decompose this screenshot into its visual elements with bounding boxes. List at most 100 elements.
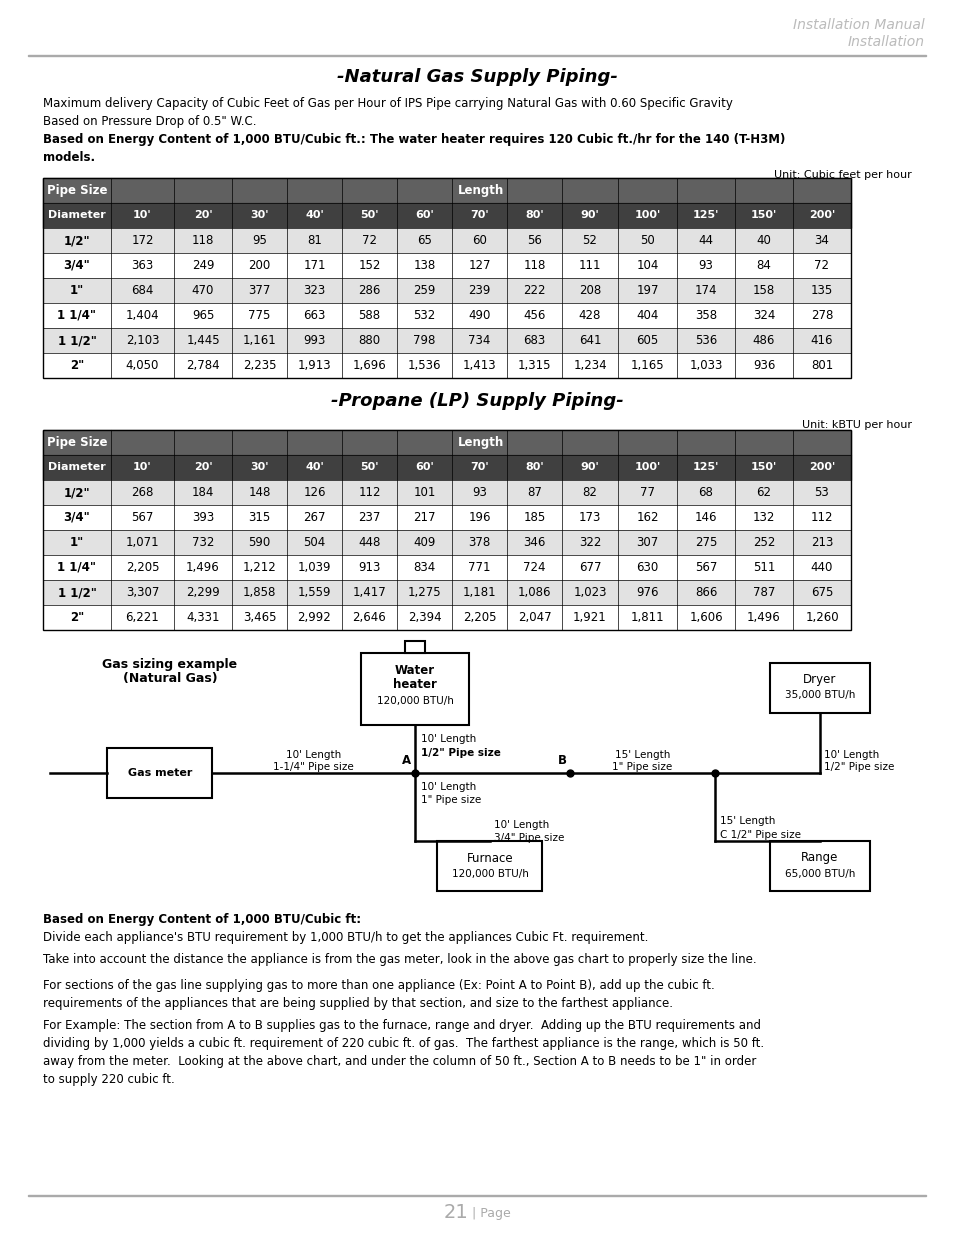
Bar <box>232 253 287 278</box>
Text: 404: 404 <box>636 309 658 322</box>
Bar <box>792 605 850 630</box>
Text: 3/4": 3/4" <box>64 511 91 524</box>
Text: 2,992: 2,992 <box>297 611 331 624</box>
Text: 1": 1" <box>70 536 84 550</box>
Text: 378: 378 <box>468 536 490 550</box>
Text: 237: 237 <box>358 511 380 524</box>
Text: 677: 677 <box>578 561 600 574</box>
Bar <box>287 580 341 605</box>
Bar <box>506 580 561 605</box>
Bar <box>506 605 561 630</box>
Text: 1" Pipe size: 1" Pipe size <box>612 762 672 772</box>
Bar <box>396 555 452 580</box>
Bar <box>396 303 452 329</box>
Text: 4,331: 4,331 <box>186 611 219 624</box>
Bar <box>561 555 618 580</box>
Bar <box>734 505 792 530</box>
Bar <box>792 253 850 278</box>
Bar <box>341 353 396 378</box>
Bar <box>173 278 232 303</box>
Bar <box>173 353 232 378</box>
Text: 146: 146 <box>694 511 717 524</box>
Bar <box>677 555 734 580</box>
Bar <box>173 505 232 530</box>
Bar <box>618 454 677 480</box>
Text: 10' Length: 10' Length <box>823 750 879 760</box>
Text: 1,404: 1,404 <box>126 309 159 322</box>
Bar <box>452 278 506 303</box>
Bar <box>396 353 452 378</box>
Text: 174: 174 <box>694 284 717 296</box>
Text: 456: 456 <box>523 309 545 322</box>
Text: 1,260: 1,260 <box>804 611 838 624</box>
Text: Gas sizing example: Gas sizing example <box>102 658 237 671</box>
Bar <box>734 253 792 278</box>
Bar <box>232 530 287 555</box>
Text: 2,299: 2,299 <box>186 585 219 599</box>
Bar <box>173 530 232 555</box>
Bar <box>734 203 792 228</box>
Bar <box>769 663 869 713</box>
Bar <box>287 203 341 228</box>
Bar <box>452 605 506 630</box>
Text: 1/2": 1/2" <box>64 487 91 499</box>
Bar <box>232 303 287 329</box>
Bar <box>734 480 792 505</box>
Text: 775: 775 <box>248 309 271 322</box>
Text: 3/4": 3/4" <box>64 259 91 272</box>
Bar <box>232 480 287 505</box>
Bar <box>792 353 850 378</box>
Bar <box>452 555 506 580</box>
Bar <box>452 228 506 253</box>
Text: Length: Length <box>457 436 503 450</box>
Bar <box>561 303 618 329</box>
Text: 1 1/4": 1 1/4" <box>57 561 96 574</box>
Bar <box>111 303 173 329</box>
Bar <box>43 605 111 630</box>
Text: 684: 684 <box>132 284 153 296</box>
Bar <box>506 454 561 480</box>
Bar <box>618 329 677 353</box>
Bar <box>287 480 341 505</box>
Text: 104: 104 <box>636 259 658 272</box>
Bar <box>287 228 341 253</box>
Bar <box>792 555 850 580</box>
Text: 100': 100' <box>634 210 659 221</box>
Text: 185: 185 <box>523 511 545 524</box>
Text: 801: 801 <box>810 359 832 372</box>
Bar <box>734 303 792 329</box>
Bar <box>561 454 618 480</box>
Text: 2,205: 2,205 <box>462 611 496 624</box>
Text: 1,858: 1,858 <box>243 585 276 599</box>
Bar <box>734 278 792 303</box>
Text: 213: 213 <box>810 536 832 550</box>
Text: 60: 60 <box>472 233 486 247</box>
Text: 315: 315 <box>248 511 271 524</box>
Text: 118: 118 <box>192 233 214 247</box>
Bar <box>561 580 618 605</box>
Text: Based on Energy Content of 1,000 BTU/Cubic ft.: The water heater requires 120 Cu: Based on Energy Content of 1,000 BTU/Cub… <box>43 133 784 164</box>
Text: 2,047: 2,047 <box>517 611 551 624</box>
Text: 486: 486 <box>752 333 775 347</box>
Text: 3,465: 3,465 <box>242 611 276 624</box>
Text: 10': 10' <box>133 210 152 221</box>
Bar <box>396 329 452 353</box>
Text: Gas meter: Gas meter <box>128 768 192 778</box>
Bar <box>677 580 734 605</box>
Text: 377: 377 <box>248 284 271 296</box>
Text: 72: 72 <box>361 233 376 247</box>
Text: 118: 118 <box>523 259 545 272</box>
Text: 1,165: 1,165 <box>630 359 663 372</box>
Bar <box>111 228 173 253</box>
Bar <box>43 329 111 353</box>
Bar <box>506 203 561 228</box>
Bar <box>506 228 561 253</box>
Text: 30': 30' <box>250 462 269 473</box>
Text: 278: 278 <box>810 309 832 322</box>
Text: 1,161: 1,161 <box>242 333 276 347</box>
Bar <box>232 329 287 353</box>
Text: 56: 56 <box>526 233 541 247</box>
Text: 1/2" Pipe size: 1/2" Pipe size <box>823 762 893 772</box>
Text: 111: 111 <box>578 259 600 272</box>
Text: 95: 95 <box>252 233 267 247</box>
